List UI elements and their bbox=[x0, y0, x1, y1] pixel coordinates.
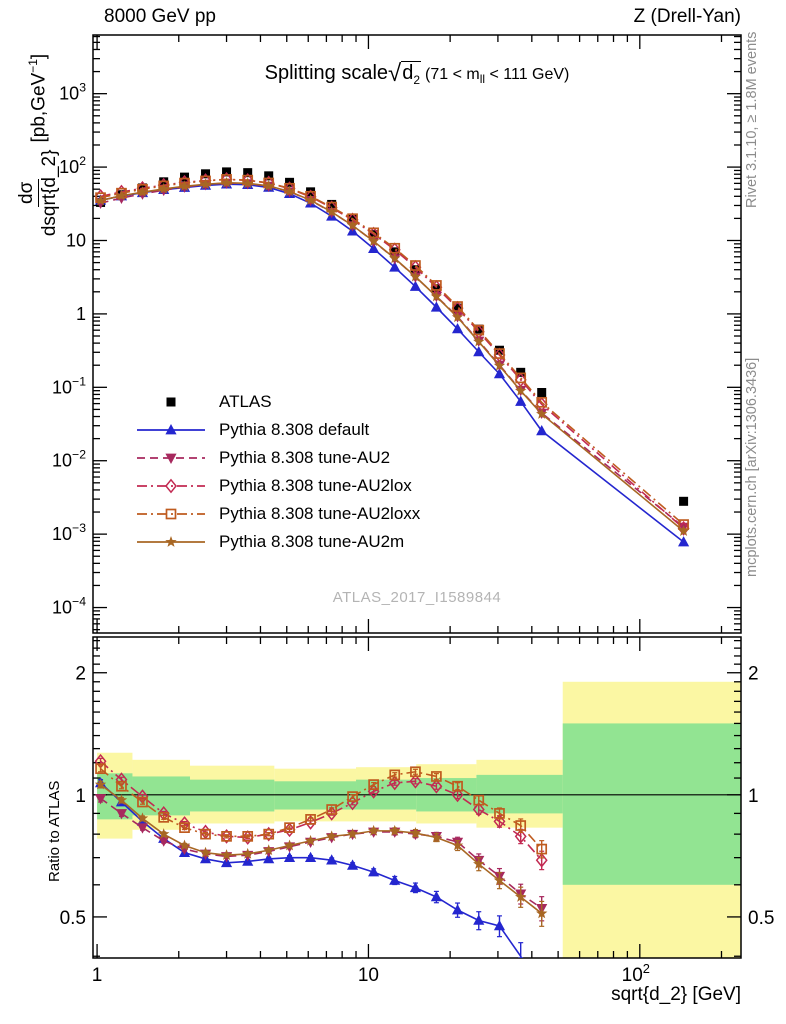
svg-text:2: 2 bbox=[748, 664, 759, 685]
ratio-axis-title: Ratio to ATLAS bbox=[46, 780, 63, 882]
main-x-ticks bbox=[96, 35, 723, 633]
sqrt-argument: d2 bbox=[401, 61, 421, 87]
main-y-ticks bbox=[93, 35, 741, 631]
x-axis-title: sqrt{d_2} [GeV] bbox=[611, 984, 741, 1005]
svg-text:10−4: 10−4 bbox=[52, 595, 86, 618]
mass-window-condition: (71 < mll < 111 GeV) bbox=[425, 66, 570, 87]
sqrt-subscript: 2 bbox=[413, 73, 420, 87]
svg-text:1: 1 bbox=[748, 786, 759, 807]
rivet-version-note: Rivet 3.1.10, ≥ 1.8M events bbox=[744, 31, 760, 209]
legend-label-tune-au2m: Pythia 8.308 tune-AU2m bbox=[219, 532, 405, 551]
legend-marker-pythia-default-icon bbox=[137, 424, 205, 435]
header-beam-label: 8000 GeV pp bbox=[104, 6, 216, 27]
legend: ATLAS Pythia 8.308 default Pythia 8.308 … bbox=[135, 388, 420, 556]
ratio-y-tick-labels: 2 2 1 1 0.5 0.5 bbox=[60, 664, 775, 929]
legend-label-tune-au2lox: Pythia 8.308 tune-AU2lox bbox=[219, 476, 412, 495]
y-axis-title: dσ dsqrt{d_2} [pb,GeV−1] bbox=[1, 0, 75, 315]
legend-item-atlas: ATLAS bbox=[135, 388, 420, 416]
y-axis-fraction: dσ dsqrt{d_2} bbox=[16, 149, 60, 237]
legend-marker-tune-au2-icon bbox=[137, 453, 205, 464]
legend-item-tune-au2lox: Pythia 8.308 tune-AU2lox bbox=[135, 472, 420, 500]
analysis-watermark: ATLAS_2017_I1589844 bbox=[332, 589, 502, 606]
svg-text:0.5: 0.5 bbox=[60, 908, 86, 929]
legend-item-tune-au2m: Pythia 8.308 tune-AU2m bbox=[135, 528, 420, 556]
svg-text:10−3: 10−3 bbox=[52, 521, 86, 544]
legend-marker-tune-au2loxx-icon bbox=[137, 508, 205, 520]
svg-text:103: 103 bbox=[59, 81, 86, 104]
svg-text:1: 1 bbox=[92, 965, 103, 986]
svg-text:10−1: 10−1 bbox=[52, 374, 86, 397]
legend-marker-tune-au2m-icon bbox=[137, 536, 205, 547]
legend-item-pythia-default: Pythia 8.308 default bbox=[135, 416, 420, 444]
svg-text:102: 102 bbox=[59, 154, 86, 177]
legend-item-tune-au2loxx: Pythia 8.308 tune-AU2loxx bbox=[135, 500, 420, 528]
legend-marker-tune-au2lox-icon bbox=[137, 478, 205, 494]
ratio-series-pythia-8-308-tune-au2m bbox=[94, 778, 548, 927]
legend-label-atlas: ATLAS bbox=[219, 392, 272, 411]
ratio-series-pythia-8-308-tune-au2loxx bbox=[95, 763, 548, 859]
plot-title: Splitting scale√d2 (71 < mll < 111 GeV) bbox=[93, 60, 741, 88]
svg-text:1: 1 bbox=[75, 786, 86, 807]
plot-title-text: Splitting scale bbox=[264, 62, 389, 84]
legend-label-tune-au2: Pythia 8.308 tune-AU2 bbox=[219, 448, 391, 467]
ratio-frame bbox=[92, 636, 742, 959]
sqrt-radical-symbol: √ bbox=[388, 60, 402, 87]
legend-label-pythia-default: Pythia 8.308 default bbox=[219, 420, 370, 439]
x-tick-labels: 1 10 102 bbox=[92, 961, 650, 986]
legend-marker-atlas-icon bbox=[166, 397, 176, 407]
header-process-label: Z (Drell-Yan) bbox=[633, 6, 741, 27]
ratio-uncertainty-bands bbox=[97, 681, 741, 958]
svg-text:10: 10 bbox=[358, 965, 379, 986]
y-axis-numerator: dσ bbox=[16, 178, 39, 207]
svg-text:2: 2 bbox=[75, 664, 86, 685]
svg-text:0.5: 0.5 bbox=[748, 908, 774, 929]
main-series-pythia-8-308-tune-au2m bbox=[94, 176, 690, 536]
legend-label-tune-au2loxx: Pythia 8.308 tune-AU2loxx bbox=[219, 504, 421, 523]
svg-text:10: 10 bbox=[66, 230, 86, 250]
legend-item-tune-au2: Pythia 8.308 tune-AU2 bbox=[135, 444, 420, 472]
mcplots-reference-note: mcplots.cern.ch [arXiv:1306.3436] bbox=[744, 357, 760, 578]
svg-text:1: 1 bbox=[76, 304, 86, 324]
svg-text:102: 102 bbox=[622, 961, 650, 986]
y-axis-units: [pb,GeV−1] bbox=[25, 53, 50, 143]
main-frame bbox=[92, 34, 742, 634]
svg-text:10−2: 10−2 bbox=[52, 448, 86, 471]
y-axis-denominator: dsqrt{d_2} bbox=[38, 149, 60, 237]
